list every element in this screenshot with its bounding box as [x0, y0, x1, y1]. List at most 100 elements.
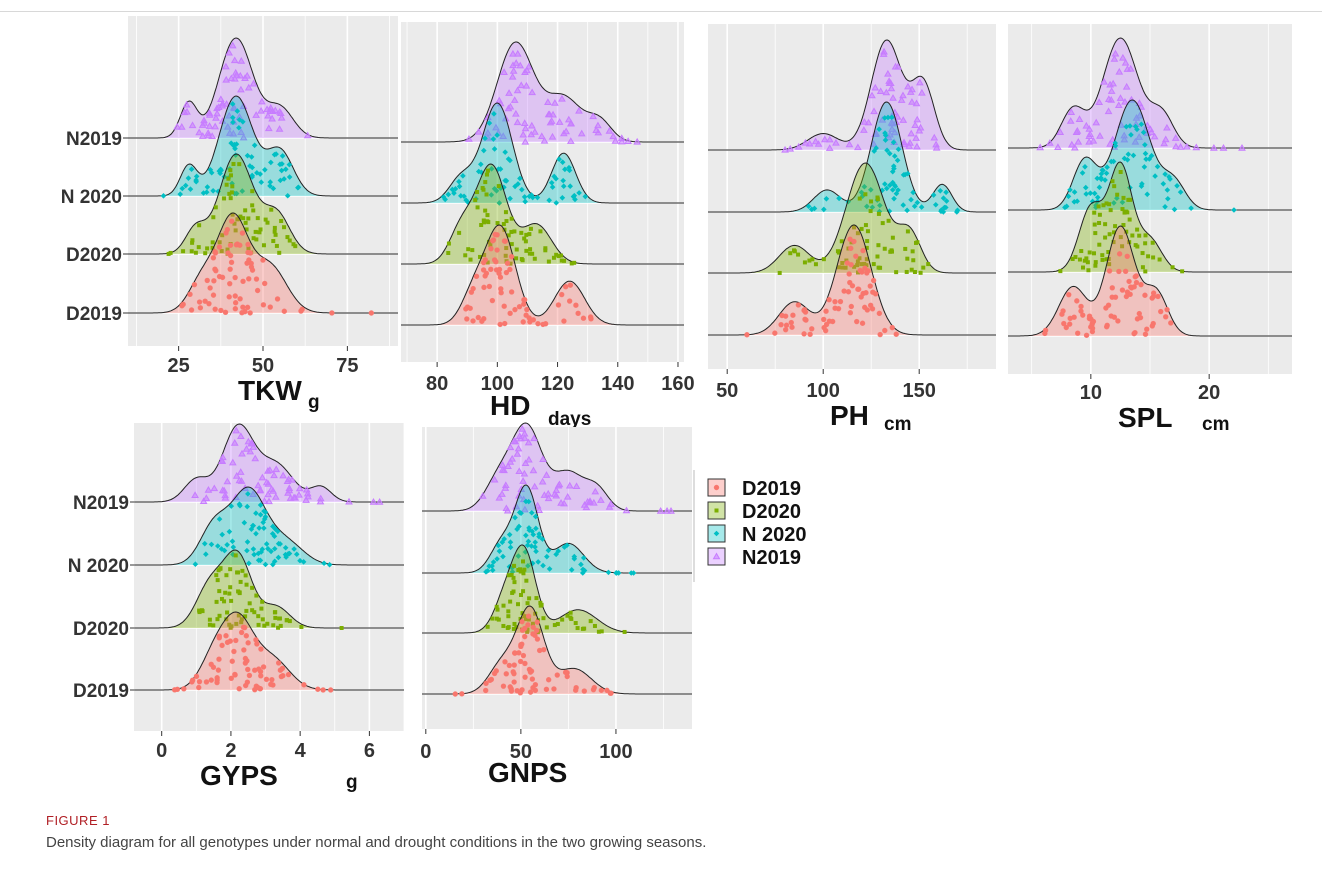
data-point — [883, 185, 890, 192]
data-point — [868, 91, 876, 99]
data-point — [211, 215, 216, 220]
data-point — [488, 676, 495, 683]
data-point — [572, 482, 581, 490]
data-point — [470, 318, 476, 324]
data-point — [522, 660, 528, 667]
data-point — [517, 485, 526, 492]
data-point — [863, 290, 869, 296]
data-point — [247, 439, 255, 447]
data-point — [509, 216, 514, 221]
data-point — [232, 145, 238, 152]
data-point — [517, 658, 524, 665]
data-point — [512, 306, 518, 313]
data-point — [522, 674, 528, 680]
data-point — [193, 250, 198, 255]
data-point — [277, 113, 286, 121]
y-tick-label: N 2020 — [68, 556, 129, 577]
data-point — [510, 590, 515, 595]
data-point — [219, 531, 226, 538]
data-point — [369, 497, 378, 505]
data-point — [544, 553, 550, 560]
x-tick-label: 20 — [1198, 382, 1220, 404]
data-point — [821, 257, 826, 262]
data-point — [548, 132, 557, 140]
data-point — [516, 650, 522, 656]
data-point — [870, 289, 876, 295]
data-point — [1138, 281, 1144, 288]
data-point — [244, 503, 251, 510]
data-point — [315, 686, 321, 692]
data-point — [876, 243, 881, 248]
data-point — [543, 686, 550, 692]
data-point — [218, 456, 226, 464]
data-point — [232, 274, 238, 281]
data-point — [1112, 142, 1119, 149]
data-point — [1078, 303, 1084, 310]
data-point — [1093, 202, 1099, 209]
data-point — [504, 219, 509, 224]
data-point — [1071, 199, 1078, 205]
data-point — [261, 280, 268, 287]
data-point — [1093, 231, 1098, 236]
data-point — [260, 302, 267, 308]
data-point — [521, 124, 530, 132]
data-point — [276, 625, 281, 630]
data-point — [225, 48, 233, 56]
x-tick-label: 80 — [426, 373, 448, 395]
data-point — [1139, 181, 1145, 187]
data-point — [1067, 108, 1076, 115]
data-point — [201, 540, 208, 547]
data-point — [862, 304, 868, 311]
x-tick-label: 25 — [168, 355, 190, 377]
data-point — [237, 432, 245, 440]
data-point — [575, 626, 580, 631]
ridge-fill-n2019 — [134, 424, 404, 502]
data-point — [904, 207, 910, 214]
data-point — [1148, 152, 1155, 159]
data-point — [540, 321, 546, 328]
data-point — [530, 624, 536, 630]
data-point — [251, 454, 260, 462]
data-point — [863, 192, 868, 197]
data-point — [869, 306, 876, 312]
data-point — [506, 573, 511, 578]
data-point — [567, 282, 574, 288]
data-point — [501, 603, 506, 608]
data-point — [943, 198, 950, 204]
data-point — [853, 253, 859, 259]
data-point — [267, 485, 276, 492]
data-point — [559, 258, 564, 263]
data-point — [837, 298, 844, 305]
data-point — [227, 74, 236, 82]
data-point — [228, 168, 233, 173]
data-point — [193, 173, 200, 180]
data-point — [482, 135, 488, 142]
data-point — [320, 687, 326, 693]
ridge-line-d2019 — [128, 212, 398, 314]
data-point — [275, 660, 282, 666]
data-point — [930, 133, 939, 141]
data-point — [835, 249, 840, 254]
data-point — [268, 114, 276, 122]
data-point — [473, 198, 478, 203]
data-point — [236, 501, 243, 507]
data-point — [272, 225, 277, 230]
data-point — [1107, 262, 1112, 267]
data-point — [475, 168, 482, 175]
data-point — [232, 293, 238, 299]
x-axis-label: HD — [490, 390, 530, 421]
data-point — [1077, 257, 1082, 262]
data-point — [247, 250, 254, 256]
data-point — [239, 617, 244, 622]
data-point — [890, 163, 897, 169]
data-point — [273, 610, 278, 615]
data-point — [578, 561, 584, 568]
data-point — [1071, 189, 1078, 195]
data-point — [514, 625, 519, 630]
data-point — [239, 620, 244, 625]
data-point — [236, 124, 242, 131]
data-point — [1124, 253, 1130, 259]
data-point — [514, 526, 520, 532]
data-point — [516, 568, 521, 573]
